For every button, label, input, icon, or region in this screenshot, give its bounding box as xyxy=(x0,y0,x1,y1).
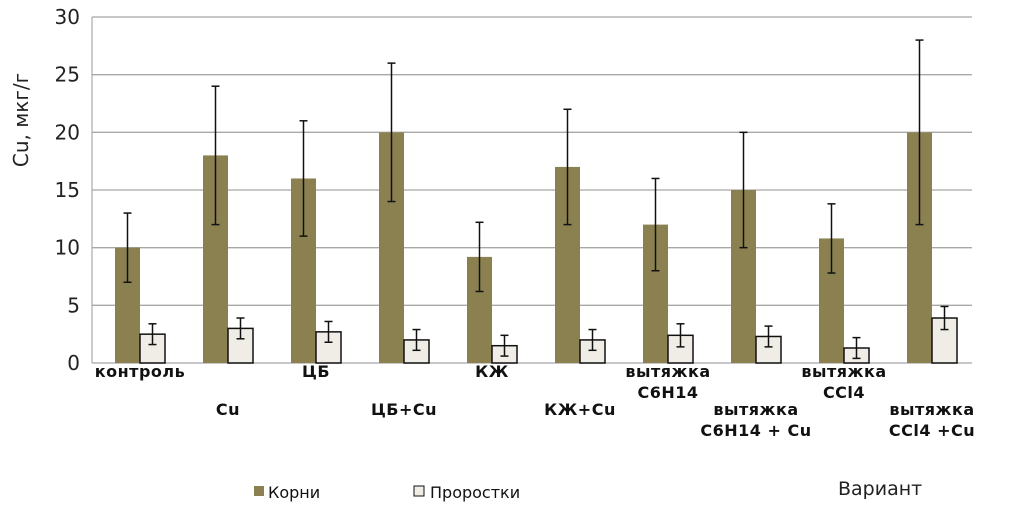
x-tick-label: вытяжка xyxy=(713,400,798,419)
legend-label-sprouts: Проростки xyxy=(430,483,520,502)
y-tick-label: 30 xyxy=(55,5,80,29)
x-tick-label: CCl4 xyxy=(823,383,865,402)
x-tick-label: C6H14 + Cu xyxy=(700,421,811,440)
x-tick-label: вытяжка xyxy=(625,362,710,381)
x-tick-label: ЦБ xyxy=(302,362,330,381)
x-tick-label: КЖ xyxy=(475,362,509,381)
y-tick-label: 20 xyxy=(55,120,80,144)
legend-swatch-roots xyxy=(254,486,264,496)
y-tick-label: 0 xyxy=(67,351,80,375)
x-tick-label: CCl4 +Cu xyxy=(889,421,975,440)
x-tick-label: C6H14 xyxy=(637,383,698,402)
y-tick-label: 15 xyxy=(55,178,80,202)
y-tick-label: 25 xyxy=(55,63,80,87)
legend-swatch-sprouts xyxy=(413,485,425,497)
bar-sprouts xyxy=(139,333,166,364)
x-tick-label: КЖ+Cu xyxy=(544,400,616,419)
x-tick-label: ЦБ+Cu xyxy=(371,400,437,419)
x-tick-label: вытяжка xyxy=(801,362,886,381)
x-tick-label: контроль xyxy=(95,362,185,381)
y-tick-label: 10 xyxy=(55,236,80,260)
y-tick-label: 5 xyxy=(67,293,80,317)
x-tick-label: вытяжка xyxy=(889,400,974,419)
legend-label-roots: Корни xyxy=(268,483,320,502)
x-tick-label: Cu xyxy=(216,400,240,419)
x-axis-label: Вариант xyxy=(838,478,922,500)
y-axis-label: Cu, мкг/г xyxy=(9,73,33,167)
